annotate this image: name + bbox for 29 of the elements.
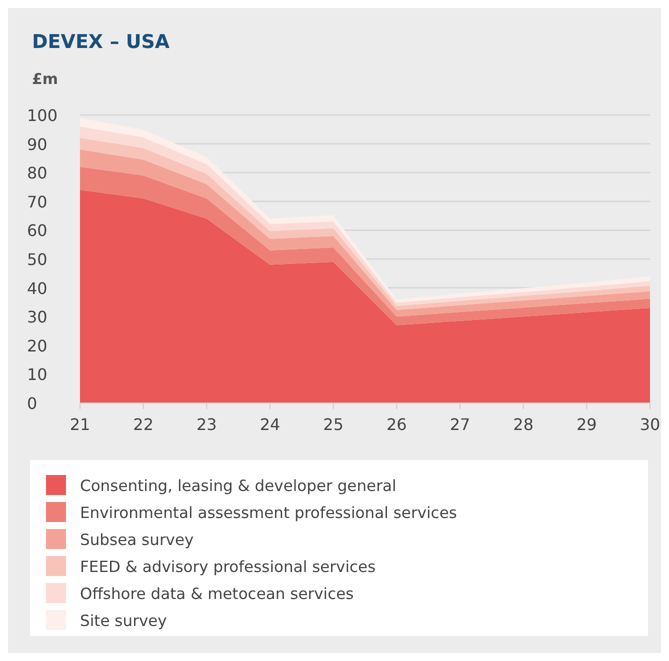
legend-label: FEED & advisory professional services — [80, 558, 376, 576]
legend-label: Subsea survey — [80, 531, 194, 549]
legend-label: Environmental assessment professional services — [80, 504, 457, 522]
legend-label: Offshore data & metocean services — [80, 585, 354, 603]
y-tick-label: 80 — [27, 164, 48, 183]
x-tick-label: 23 — [196, 415, 217, 434]
y-tick-label: 60 — [27, 221, 48, 240]
y-tick-label: 90 — [27, 134, 48, 154]
x-tick-label: 29 — [576, 415, 597, 434]
x-tick-label: 27 — [450, 415, 470, 434]
y-tick-label: 20 — [27, 336, 48, 356]
y-tick-label: 0 — [27, 394, 38, 413]
chart-title: DEVEX – USA — [32, 31, 170, 53]
y-tick-label: 30 — [27, 308, 48, 327]
y-tick-label: 40 — [27, 278, 48, 298]
legend-label: Site survey — [80, 612, 167, 630]
x-tick-label: 30 — [640, 415, 660, 434]
x-tick-label: 25 — [323, 415, 344, 434]
y-axis-title: £m — [32, 70, 58, 88]
y-tick-label: 50 — [27, 250, 48, 269]
x-tick-label: 26 — [386, 415, 407, 434]
y-tick-label: 100 — [27, 106, 58, 125]
x-tick-label: 22 — [133, 415, 154, 434]
x-tick-label: 21 — [70, 415, 90, 434]
x-tick-label: 24 — [260, 415, 280, 434]
x-tick-label: 28 — [513, 415, 534, 434]
legend-label: Consenting, leasing & developer general — [80, 477, 396, 495]
y-tick-label: 70 — [27, 192, 48, 212]
y-tick-label: 10 — [27, 365, 48, 384]
